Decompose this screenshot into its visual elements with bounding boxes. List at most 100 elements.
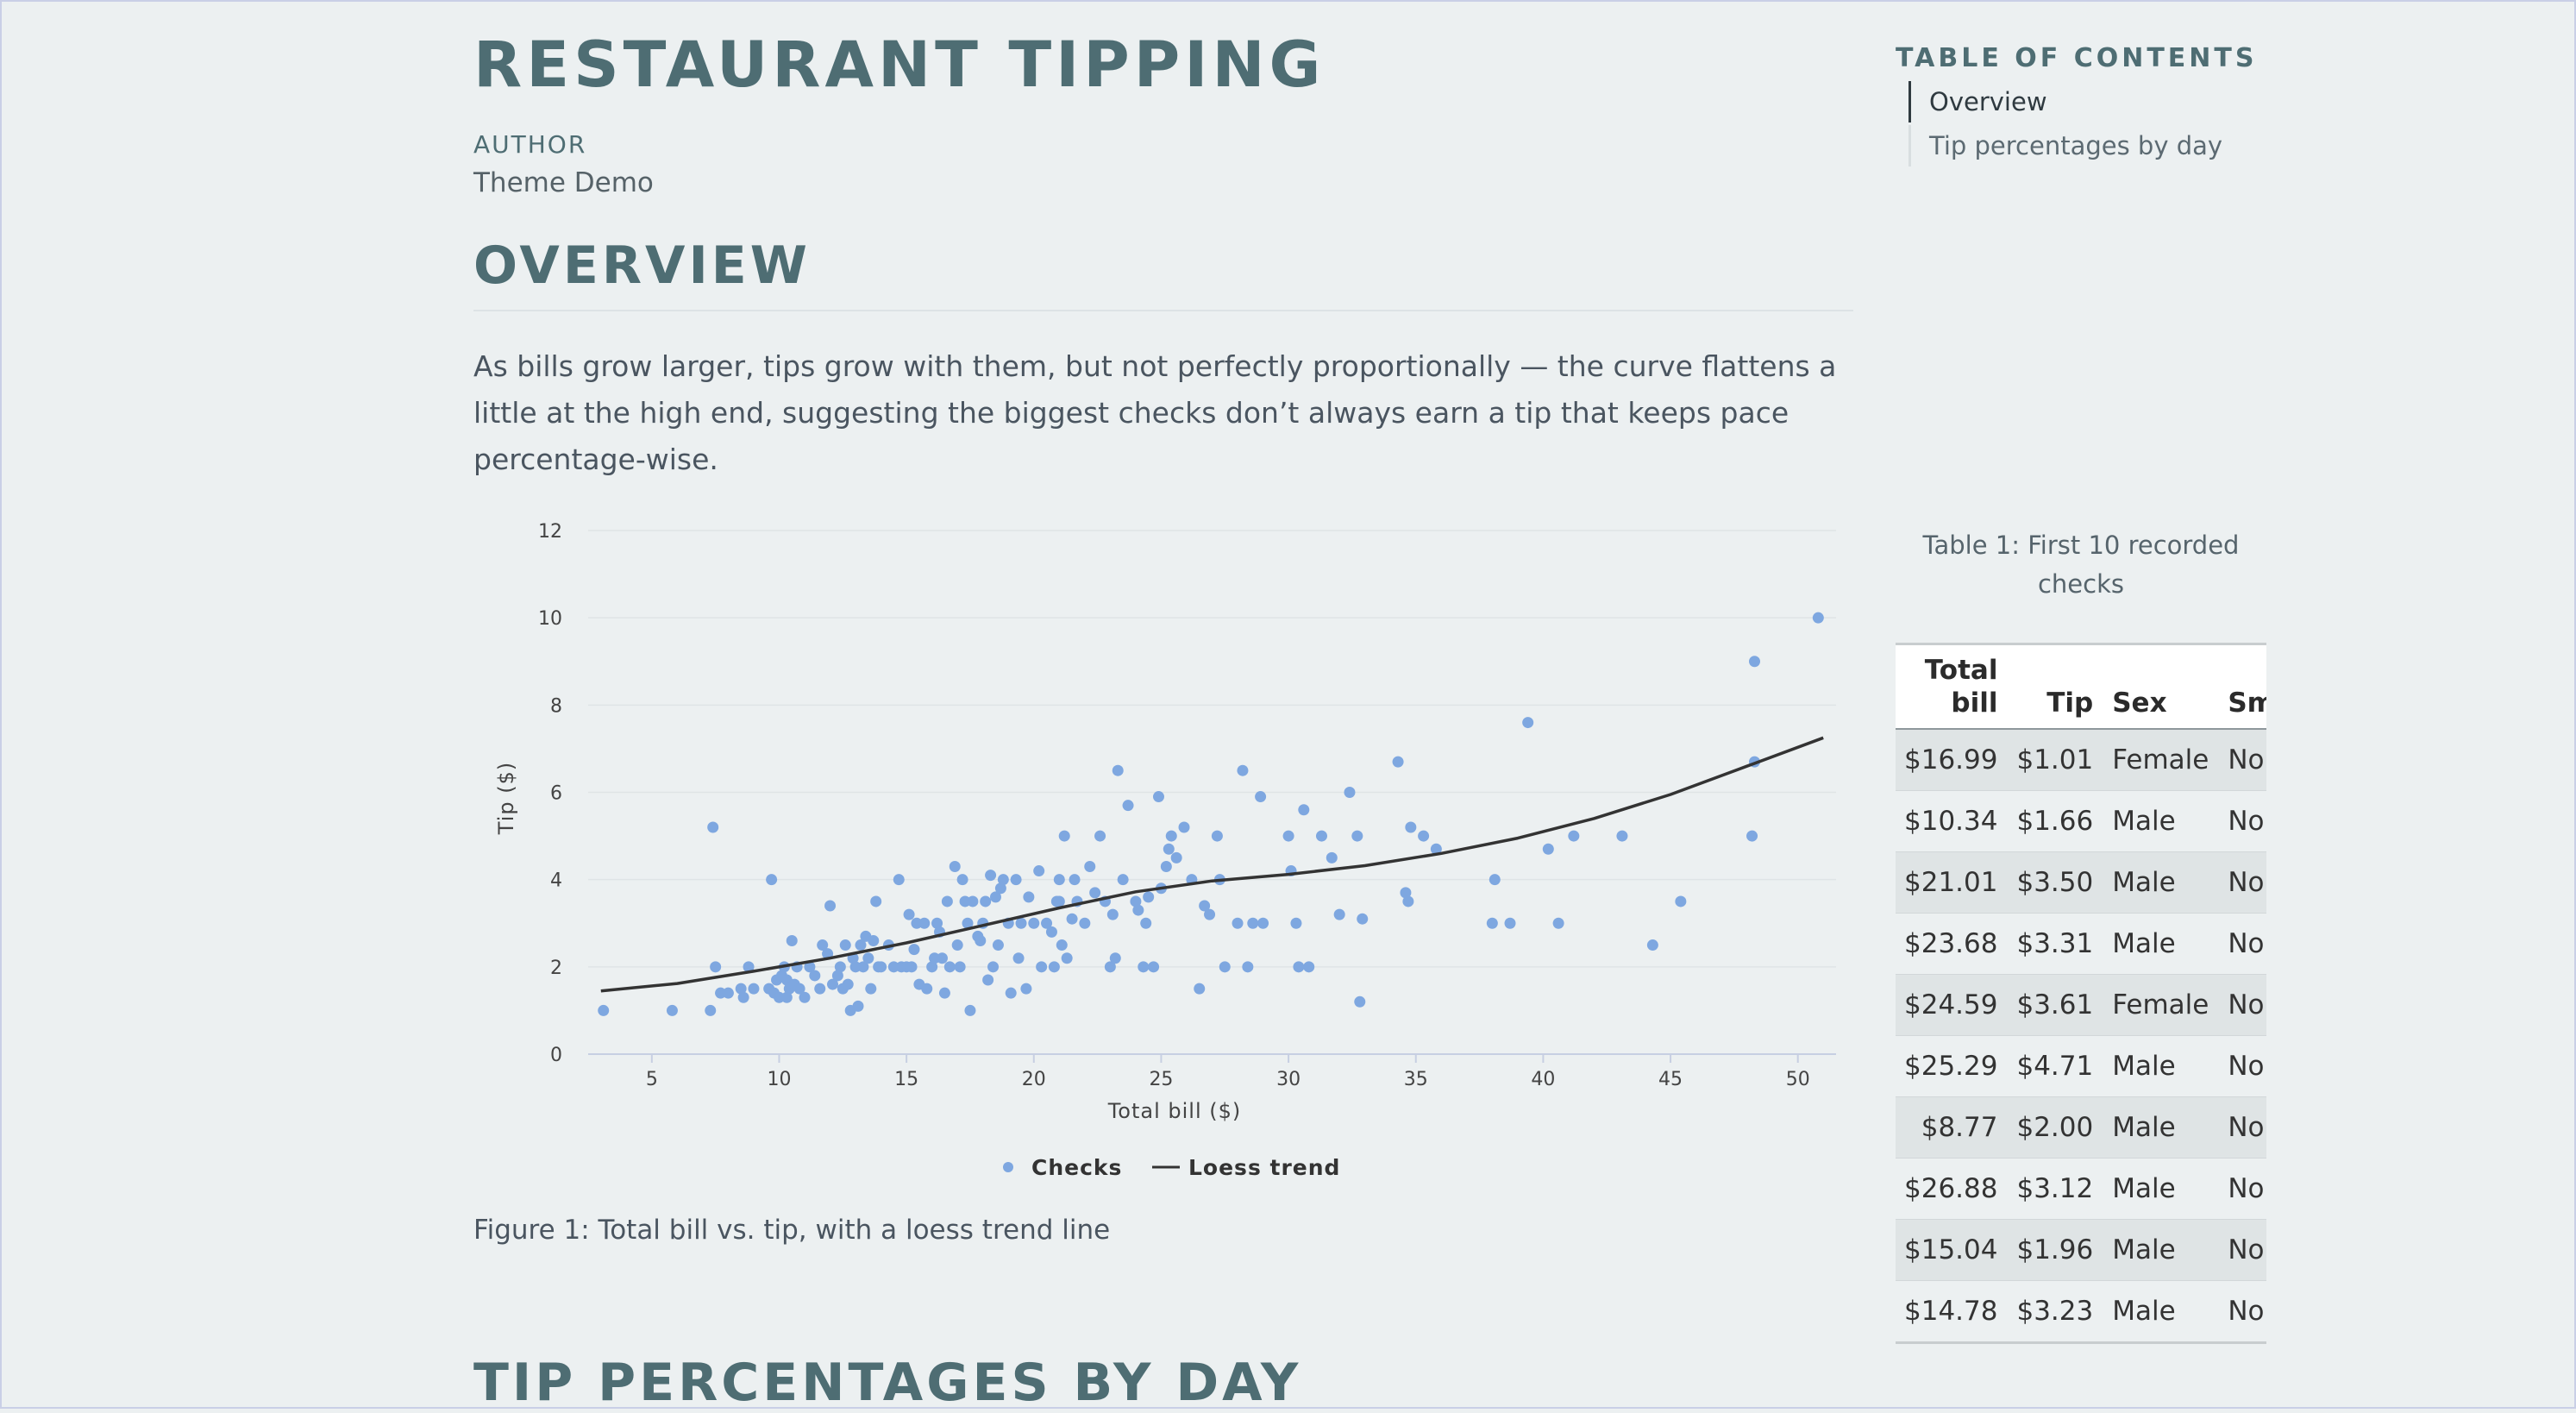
cell-total-bill: $26.88 [1896,1158,2009,1220]
author-name: Theme Demo [473,167,654,198]
y-axis-label: Tip ($) [494,762,518,835]
x-tick-label: 50 [1786,1069,1810,1090]
overview-heading: OVERVIEW [473,236,811,296]
cell-sex: Male [2103,851,2220,914]
figure-caption: Figure 1: Total bill vs. tip, with a loe… [473,1215,1111,1246]
cell-tip: $4.71 [2008,1035,2104,1097]
data-point [814,983,826,995]
data-point [1504,917,1516,929]
data-point [1165,830,1177,842]
cell-total-bill: $8.77 [1896,1096,2009,1159]
cell-tip: $1.01 [2008,729,2104,791]
data-point [918,917,931,929]
data-point [964,1004,976,1016]
data-point [1023,891,1035,903]
cell-sex: Male [2103,1158,2220,1220]
data-point [1255,791,1267,803]
data-point [875,961,887,973]
cell-sex: Male [2103,1280,2220,1344]
cell-tip: $3.61 [2008,974,2104,1036]
data-point [985,870,997,882]
cell-total-bill: $10.34 [1896,790,2009,852]
data-point [1568,830,1580,842]
data-point [839,939,851,951]
data-point [1812,612,1824,624]
overview-paragraph: As bills grow larger, tips grow with the… [473,349,1837,476]
data-point [997,874,1009,886]
data-point [737,991,749,1003]
table-container[interactable]: Total bill Tip Sex Smoker $16.99$1.01Fem… [1896,643,2266,1359]
data-point [982,974,994,986]
data-point [1749,656,1761,668]
data-point [1012,952,1025,964]
data-point [1094,830,1106,842]
legend-checks-marker [1003,1162,1013,1172]
table-body: $16.99 $1.01 Female No $10.34 $1.66 Male No $21.… [1896,729,2266,1344]
data-point [1552,917,1564,929]
data-point [1486,917,1498,929]
table-row: $23.68 $3.31 Male No [1896,913,2266,975]
data-point [1257,917,1269,929]
data-point [1489,874,1501,886]
data-point [975,934,987,946]
table-row: $10.34 $1.66 Male No [1896,790,2266,852]
data-point [1053,874,1065,886]
data-point [666,1004,678,1016]
data-point [1138,961,1150,973]
data-point [1232,917,1244,929]
data-point [1089,887,1101,899]
data-point [941,895,953,907]
cell-smoker: No [2219,790,2266,852]
data-point [989,891,1001,903]
cell-total-bill: $25.29 [1896,1035,2009,1097]
table-row: $24.59 $3.61 Female No [1896,974,2266,1036]
data-point [1357,913,1369,925]
cell-tip: $2.00 [2008,1096,2104,1159]
data-point [780,991,793,1003]
chart-legend: Checks Loess trend [1003,1155,1339,1180]
cell-smoker: No [2219,1280,2266,1344]
x-tick-label: 5 [646,1069,658,1090]
author-label: AUTHOR [473,130,587,159]
cell-sex: Male [2103,1219,2220,1281]
data-point [1282,830,1294,842]
data-point [1315,830,1327,842]
x-tick-label: 35 [1404,1069,1428,1090]
table-row: $16.99 $1.01 Female No [1896,729,2266,791]
data-point [1109,952,1121,964]
cell-sex: Male [2103,1035,2220,1097]
cell-smoker: No [2219,1096,2266,1159]
data-point [1418,830,1430,842]
toc-item-overview[interactable]: Overview [1908,81,2047,122]
cell-total-bill: $24.59 [1896,974,2009,1036]
data-point [1178,821,1190,833]
data-point [824,900,837,912]
heading-divider [473,310,1853,311]
data-point [707,821,719,833]
cell-total-bill: $21.01 [1896,851,2009,914]
data-point [1646,939,1658,951]
x-tick-label: 30 [1276,1069,1301,1090]
data-point [908,944,920,956]
data-point [817,939,829,951]
data-point [1247,917,1259,929]
data-point [1143,891,1155,903]
table-row: $15.04 $1.96 Male No [1896,1219,2266,1281]
cell-smoker: No [2219,974,2266,1036]
col-header-sex: Sex [2103,643,2220,730]
data-point [1152,791,1164,803]
data-point [1066,913,1078,925]
cell-total-bill: $14.78 [1896,1280,2009,1344]
cell-total-bill: $23.68 [1896,913,2009,975]
cell-tip: $3.50 [2008,851,2104,914]
toc-item-tip-percentages[interactable]: Tip percentages by day [1908,125,2222,166]
data-point [1326,851,1338,864]
y-tick-label: 4 [550,870,562,892]
cell-tip: $3.31 [2008,913,2104,975]
data-point [1333,908,1345,920]
cell-sex: Female [2103,974,2220,1036]
data-point [1069,874,1081,886]
data-point [705,1004,717,1016]
data-point [1056,939,1068,951]
data-point [1199,900,1211,912]
